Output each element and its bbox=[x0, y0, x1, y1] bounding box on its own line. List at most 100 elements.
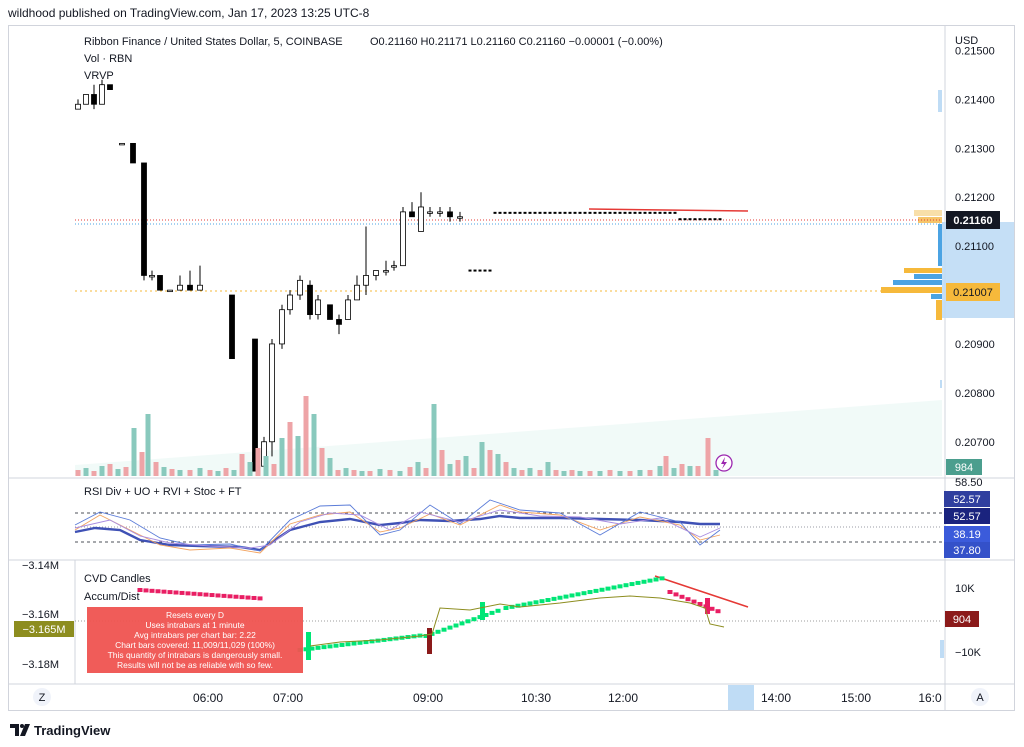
candle-body bbox=[698, 218, 702, 221]
ohlc-values: O0.21160 H0.21171 L0.21160 C0.21160 −0.0… bbox=[370, 36, 663, 48]
volume-bar bbox=[335, 470, 341, 476]
candle-body bbox=[488, 269, 492, 272]
candle-body bbox=[149, 275, 155, 278]
volume-bar bbox=[455, 460, 461, 476]
candle-body bbox=[83, 94, 89, 105]
volume-bar bbox=[487, 450, 493, 476]
volume-bar bbox=[303, 396, 309, 476]
volume-bar bbox=[169, 469, 175, 476]
candle-body bbox=[336, 319, 342, 325]
cvd-candle bbox=[709, 606, 715, 611]
cvd-candle bbox=[453, 623, 459, 628]
cvd-candle bbox=[447, 625, 453, 630]
candle-body bbox=[409, 211, 415, 218]
volume-bar bbox=[295, 436, 301, 476]
warning-line: Uses intrabars at 1 minute bbox=[145, 620, 244, 630]
time-tick: 16:0 bbox=[918, 691, 942, 705]
candle-body bbox=[427, 211, 433, 214]
rsi-badge-4 bbox=[944, 542, 990, 558]
candle-body bbox=[563, 211, 567, 214]
candle-body bbox=[373, 270, 379, 276]
candle-body bbox=[187, 284, 193, 291]
warning-line: Avg intrabars per chart bar: 2.22 bbox=[134, 630, 256, 640]
candle-body bbox=[573, 211, 577, 214]
cvd-candle bbox=[149, 588, 155, 593]
candle-body bbox=[503, 211, 507, 214]
cvd-candle bbox=[369, 639, 375, 644]
candle-body bbox=[345, 299, 351, 320]
cvd-candle bbox=[351, 641, 357, 646]
candle-body bbox=[543, 211, 547, 214]
volume-bar bbox=[439, 450, 445, 476]
candle-body bbox=[197, 284, 203, 291]
price-tick: 0.20700 bbox=[955, 437, 995, 449]
poc-badge bbox=[946, 283, 1000, 301]
cvd-candle bbox=[480, 602, 485, 620]
volume-bar bbox=[123, 467, 129, 476]
cvd-candle bbox=[363, 640, 369, 645]
cvd-candle bbox=[641, 579, 647, 584]
cvd-candle bbox=[715, 609, 721, 614]
candle-body bbox=[307, 284, 313, 315]
vrvp-legend: VRVP bbox=[84, 70, 114, 82]
volume-bar bbox=[343, 468, 349, 476]
volume-bar bbox=[687, 466, 693, 476]
cvd-candle bbox=[179, 590, 185, 595]
volume-bar bbox=[597, 471, 603, 476]
volume-bar bbox=[561, 471, 567, 476]
candle-body bbox=[553, 211, 557, 214]
rsi-badge-3 bbox=[944, 526, 990, 542]
cvd-candle bbox=[215, 593, 221, 598]
candle-body bbox=[718, 218, 722, 221]
trendline-cvd[interactable] bbox=[654, 575, 749, 608]
candle-body bbox=[354, 284, 360, 301]
cvd-candle bbox=[327, 644, 333, 649]
cvd-candle bbox=[423, 634, 429, 638]
time-tick: 10:30 bbox=[521, 691, 551, 705]
candle-body bbox=[468, 269, 472, 272]
cvd-candle bbox=[239, 595, 245, 600]
cvd-candle bbox=[203, 592, 209, 597]
candle-body bbox=[613, 211, 617, 214]
candle-body bbox=[583, 211, 587, 214]
time-tick: 12:00 bbox=[608, 691, 638, 705]
cvd-candle bbox=[339, 642, 345, 647]
price-tick: 0.20900 bbox=[955, 339, 995, 351]
cvd-candle bbox=[605, 586, 611, 591]
candle-body bbox=[418, 206, 424, 232]
candle-body bbox=[673, 211, 677, 214]
cvd-candle bbox=[617, 584, 623, 589]
volume-bar bbox=[607, 470, 613, 476]
candle-body bbox=[252, 338, 258, 472]
accum-dist-line bbox=[309, 595, 725, 647]
volume-bar bbox=[311, 414, 317, 476]
auto-scale-button[interactable] bbox=[971, 688, 989, 706]
trendline-price[interactable] bbox=[588, 208, 749, 212]
rsi-badge-1 bbox=[944, 491, 990, 507]
volume-bar bbox=[107, 464, 113, 476]
volume-bar bbox=[713, 470, 719, 476]
cvd-candle bbox=[705, 598, 710, 614]
candle-body bbox=[648, 211, 652, 214]
cvd-candle bbox=[459, 621, 465, 626]
volume-badge-label: 984 bbox=[955, 462, 973, 474]
cvd-candle bbox=[137, 588, 143, 592]
warning-line: Resets every D bbox=[166, 610, 224, 620]
zoom-button[interactable] bbox=[33, 688, 51, 706]
volume-bar bbox=[657, 466, 663, 476]
candle-body bbox=[447, 211, 453, 218]
candle-body bbox=[99, 84, 105, 105]
rsi-badge-1-label: 52.57 bbox=[953, 494, 981, 506]
cvd-candle bbox=[483, 613, 489, 617]
volume-bar bbox=[545, 462, 551, 476]
cvd-candle bbox=[309, 646, 315, 651]
cvd-candle bbox=[489, 610, 495, 615]
volume-bar bbox=[553, 470, 559, 476]
cvd-candle bbox=[321, 645, 327, 650]
volume-bar bbox=[215, 471, 221, 476]
symbol-line: Ribbon Finance / United States Dollar, 5… bbox=[84, 36, 343, 48]
rsi-badge-2-label: 52.57 bbox=[953, 511, 981, 523]
candle-body bbox=[703, 218, 707, 221]
candle-body bbox=[498, 211, 502, 214]
